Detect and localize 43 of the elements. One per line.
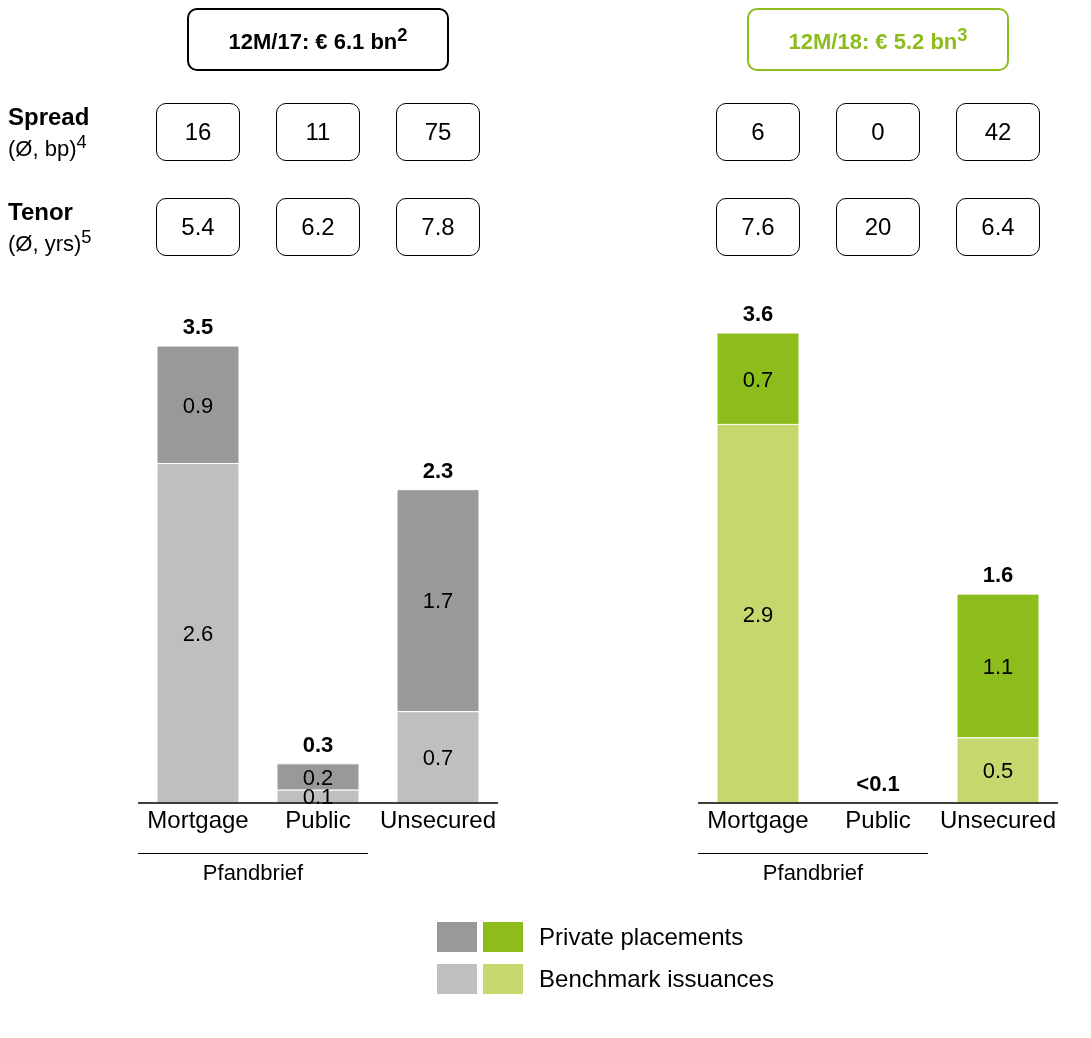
data-label: 0.9 — [182, 392, 214, 418]
x-tick-label: Mortgage — [707, 806, 809, 834]
text: 20 — [864, 213, 892, 241]
total-label: 3.6 — [741, 301, 775, 327]
text: 42 — [984, 118, 1012, 146]
chart-title: 12M/18: € 5.2 bn$^{3}$ — [788, 24, 968, 55]
text: Benchmark issuances — [539, 965, 774, 993]
text: 0 — [871, 118, 885, 146]
total-label: 0.3 — [301, 731, 335, 758]
data-label: 2.6 — [182, 621, 214, 647]
x-tick-label: Unsecured — [939, 806, 1057, 834]
chart-title: 12M/17: € 6.1 bn$^{2}$ — [228, 24, 408, 55]
text: Private placements — [539, 923, 744, 951]
text: <0.1 — [856, 771, 900, 796]
data-label: 0.7 — [422, 745, 454, 771]
x-tick-label: Unsecured — [379, 806, 497, 834]
data-label: 1.1 — [982, 653, 1014, 679]
total-label: 2.3 — [421, 457, 455, 484]
text: Pfandbrief — [138, 853, 368, 886]
text: 5.4 — [181, 213, 215, 241]
text: 6 — [751, 118, 765, 146]
data-label: 2.9 — [742, 601, 774, 627]
data-label: 1.7 — [422, 588, 454, 614]
x-tick-label: Mortgage — [147, 806, 249, 834]
text: 75 — [424, 118, 452, 146]
text: 6.2 — [301, 213, 335, 241]
text: 7.8 — [421, 213, 455, 241]
x-tick-label: Public — [285, 806, 351, 834]
text: 16 — [184, 118, 212, 146]
text: (Ø, yrs)$^{5}$ — [8, 226, 92, 257]
text: 6.4 — [981, 213, 1015, 241]
text: 7.6 — [741, 213, 775, 241]
text: 11 — [305, 118, 331, 146]
total-label: 3.5 — [181, 314, 215, 341]
text: Pfandbrief — [698, 853, 928, 886]
data-label: 0.7 — [742, 366, 774, 392]
text: (Ø, bp)$^{4}$ — [8, 131, 87, 162]
text: Tenor — [8, 198, 73, 225]
data-label: 0.2 — [302, 764, 334, 790]
text: Spread — [8, 103, 90, 130]
x-tick-label: Public — [845, 806, 911, 834]
data-label: 0.5 — [982, 758, 1014, 784]
total-label: 1.6 — [981, 562, 1015, 589]
